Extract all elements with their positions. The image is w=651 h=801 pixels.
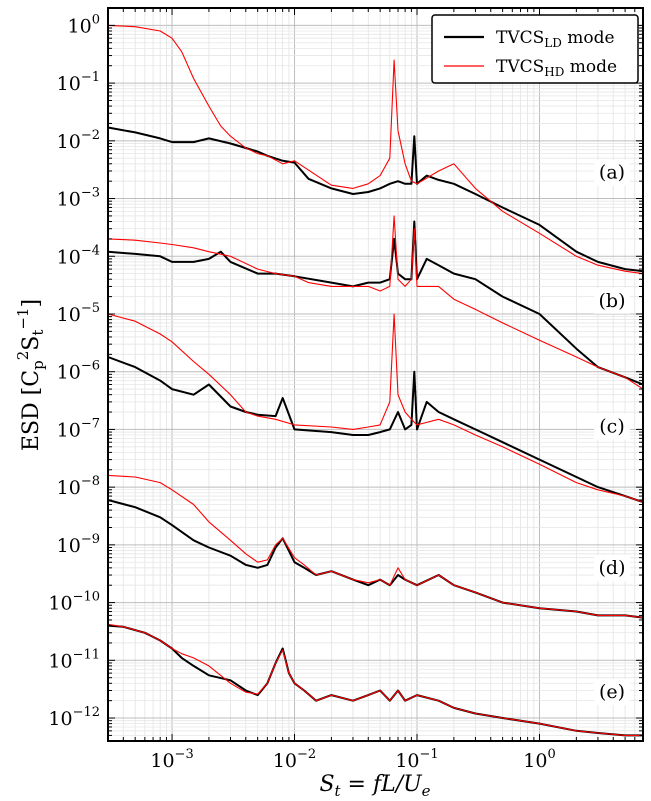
axis-ticks: 10−3 10−2 10−1 100 100 10−1 10−2 10−3 10−4 10−5 10… (48, 7, 644, 772)
y-tick-label: 10−5 (57, 301, 100, 326)
legend-label-hd: TVCSHD mode (496, 57, 617, 79)
series-hd-panel-4 (107, 474, 644, 619)
y-tick-label: 10−2 (57, 128, 100, 153)
series-hd-panel-3 (107, 313, 644, 503)
series-hd-panel-1 (107, 24, 644, 275)
panel-label: (e) (599, 681, 625, 703)
y-tick-label: 10−11 (48, 647, 100, 672)
series-ld-panel-1 (107, 126, 644, 273)
x-tick-label: 100 (523, 747, 555, 772)
y-tick-label: 10−8 (57, 474, 100, 499)
y-tick-label: 10−6 (57, 359, 100, 384)
x-axis-label: St = fL/Ue (319, 772, 430, 800)
panel-label: (d) (599, 557, 626, 579)
panel-label-bg (594, 413, 630, 440)
y-tick-label: 100 (68, 12, 100, 37)
y-tick-label: 10−12 (48, 705, 100, 730)
series-ld-panel-5 (107, 624, 643, 737)
panel-labels: (a) (b) (c) (d) (e) (594, 159, 630, 706)
series-ld-panel-2 (107, 220, 644, 386)
x-tick-label: 10−3 (150, 747, 193, 772)
panel-label-bg (594, 159, 630, 186)
panel-label: (c) (599, 415, 624, 437)
legend-label-ld: TVCSLD mode (496, 28, 615, 50)
x-tick-label: 10−2 (273, 747, 316, 772)
y-tick-label: 10−1 (57, 70, 100, 95)
series-lines (107, 24, 644, 737)
y-tick-label: 10−9 (57, 532, 100, 557)
y-tick-label: 10−7 (57, 416, 100, 441)
y-axis-label: ESD [Cp2St−1] (14, 299, 47, 451)
panel-label-bg (594, 555, 630, 582)
series-hd-panel-2 (107, 215, 644, 390)
y-tick-label: 10−3 (57, 186, 100, 211)
panel-label-bg (594, 287, 630, 314)
x-tick-label: 10−1 (395, 747, 438, 772)
series-hd-panel-5 (107, 623, 643, 736)
y-tick-label: 10−10 (48, 590, 100, 615)
grid-lines (107, 7, 644, 742)
series-ld-panel-3 (107, 356, 644, 504)
y-tick-label: 10−4 (57, 243, 100, 268)
panel-label: (a) (599, 162, 625, 184)
panel-label: (b) (599, 290, 626, 312)
legend: TVCSLD mode TVCSHD mode (431, 14, 639, 84)
panel-label-bg (594, 679, 630, 706)
